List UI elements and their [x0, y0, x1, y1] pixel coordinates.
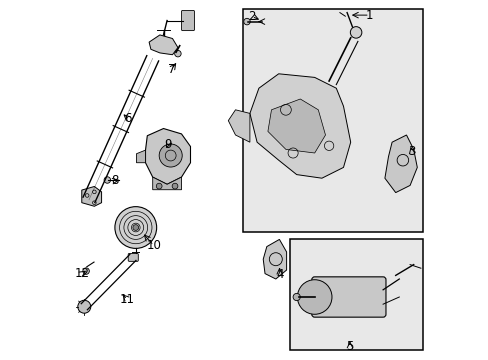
Text: 1: 1 [366, 9, 373, 22]
Text: 11: 11 [120, 293, 135, 306]
FancyBboxPatch shape [311, 277, 385, 317]
Text: 10: 10 [146, 239, 161, 252]
Text: 9: 9 [164, 138, 172, 150]
Circle shape [292, 293, 300, 301]
Text: 7: 7 [168, 63, 175, 76]
Circle shape [244, 18, 250, 25]
Bar [289, 239, 422, 350]
Circle shape [172, 183, 178, 189]
Circle shape [104, 177, 110, 183]
Polygon shape [81, 186, 102, 206]
Polygon shape [384, 135, 416, 193]
Circle shape [156, 183, 162, 189]
Circle shape [174, 50, 181, 57]
Text: 12: 12 [74, 267, 89, 280]
Polygon shape [136, 150, 145, 163]
Text: 8: 8 [111, 174, 119, 187]
Polygon shape [152, 177, 181, 190]
Circle shape [297, 280, 331, 314]
Text: 6: 6 [123, 112, 131, 125]
Text: 2: 2 [247, 10, 255, 23]
Text: 4: 4 [275, 268, 283, 281]
Circle shape [78, 300, 91, 313]
Polygon shape [228, 110, 249, 142]
Circle shape [82, 268, 89, 274]
FancyBboxPatch shape [181, 10, 194, 31]
Polygon shape [249, 74, 350, 178]
Circle shape [115, 207, 156, 248]
Circle shape [349, 27, 361, 38]
Text: 3: 3 [407, 145, 415, 158]
Circle shape [133, 225, 139, 230]
Polygon shape [267, 99, 325, 153]
Polygon shape [149, 35, 178, 55]
Polygon shape [263, 239, 286, 279]
Circle shape [159, 144, 182, 167]
Polygon shape [145, 129, 190, 184]
Bar [242, 9, 422, 232]
FancyBboxPatch shape [128, 253, 138, 261]
Text: 5: 5 [346, 340, 353, 353]
